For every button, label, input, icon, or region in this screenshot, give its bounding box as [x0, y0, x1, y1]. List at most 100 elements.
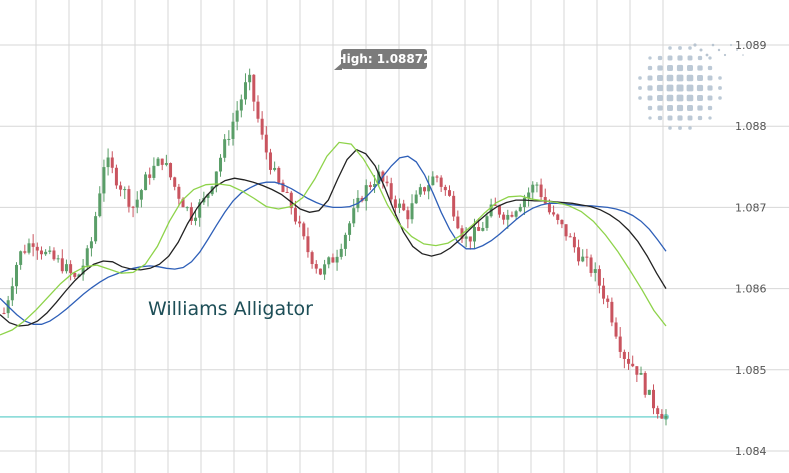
- chart-title: Williams Alligator: [148, 298, 313, 320]
- logo-dot: [638, 96, 642, 100]
- candle-body: [243, 82, 247, 100]
- candle-body: [135, 199, 139, 208]
- y-tick-label: 1.087: [735, 201, 767, 214]
- candle-body: [69, 264, 73, 273]
- candle-body: [556, 214, 560, 220]
- candle-body: [639, 372, 643, 375]
- logo-dot: [648, 56, 652, 60]
- candle-body: [235, 110, 239, 122]
- candle-body: [402, 203, 406, 211]
- candle-body: [156, 158, 160, 166]
- candle-body: [81, 265, 85, 275]
- candle-body: [343, 234, 347, 249]
- logo-dot: [676, 104, 684, 112]
- candle-body: [389, 183, 393, 200]
- candle-body: [385, 181, 389, 184]
- logo-dot: [666, 74, 674, 82]
- logo-dot: [667, 55, 673, 61]
- candle-body: [560, 219, 564, 225]
- candle-body: [285, 191, 289, 193]
- logo-dot: [657, 75, 663, 81]
- candle-body: [585, 256, 589, 258]
- candle-body: [539, 184, 543, 198]
- logo-spark: [748, 44, 750, 46]
- candle-body: [477, 227, 481, 231]
- candle-body: [56, 258, 60, 260]
- candle-body: [256, 101, 260, 119]
- alligator-lines: [0, 141, 667, 336]
- candle-body: [114, 167, 118, 186]
- candle-body: [252, 74, 256, 102]
- candle-body: [589, 257, 593, 273]
- y-tick-label: 1.084: [735, 445, 767, 458]
- logo-dot: [686, 84, 694, 92]
- candlesticks: [2, 68, 668, 426]
- candle-body: [564, 224, 568, 237]
- candle-body: [52, 250, 56, 260]
- candle-body: [306, 236, 310, 253]
- logo-spark: [736, 49, 738, 51]
- candle-body: [268, 152, 272, 170]
- candle-body: [618, 336, 622, 352]
- high-price-tag-bg: [341, 49, 427, 69]
- candle-body: [510, 214, 514, 217]
- candle-body: [293, 208, 297, 222]
- candle-body: [239, 99, 243, 111]
- candle-body: [631, 363, 635, 367]
- candle-body: [219, 157, 223, 172]
- candle-body: [627, 358, 631, 364]
- candle-body: [502, 214, 506, 220]
- candle-body: [264, 134, 268, 153]
- candle-body: [506, 214, 510, 220]
- logo-dot: [718, 86, 722, 90]
- candle-body: [643, 372, 647, 395]
- candle-body: [472, 227, 476, 242]
- candle-body: [119, 185, 123, 190]
- candle-body: [194, 217, 198, 221]
- candle-body: [581, 256, 585, 262]
- candle-body: [248, 74, 252, 83]
- candle-body: [98, 193, 102, 217]
- logo-dot: [657, 105, 663, 111]
- candle-body: [614, 322, 618, 337]
- logo-dot: [688, 126, 692, 130]
- candle-body: [443, 186, 447, 191]
- candle-body: [260, 118, 264, 135]
- candle-body: [577, 247, 581, 262]
- candle-body: [435, 176, 439, 178]
- logo-dot: [666, 94, 674, 102]
- y-tick-label: 1.085: [735, 364, 767, 377]
- logo-dot: [697, 105, 703, 111]
- logo-dot: [647, 95, 653, 101]
- candle-body: [514, 211, 518, 217]
- y-tick-label: 1.086: [735, 283, 767, 296]
- candle-body: [522, 197, 526, 207]
- candle-body: [535, 184, 539, 186]
- candle-body: [635, 366, 639, 375]
- candle-body: [223, 139, 227, 158]
- logo-dot: [707, 75, 713, 81]
- candle-body: [468, 236, 472, 242]
- logo-dot: [708, 56, 712, 60]
- candle-body: [393, 199, 397, 208]
- current-price-line: [0, 413, 669, 420]
- candle-body: [89, 241, 93, 249]
- candle-body: [552, 212, 556, 215]
- candle-body: [164, 163, 168, 165]
- logo-dot: [647, 85, 653, 91]
- candle-body: [131, 206, 135, 208]
- candle-body: [214, 171, 218, 187]
- logo-spark: [705, 53, 709, 57]
- candle-body: [127, 189, 131, 207]
- candle-body: [660, 414, 664, 419]
- candle-body: [310, 252, 314, 265]
- candle-body: [198, 202, 202, 218]
- logo-dot: [647, 105, 653, 111]
- candle-body: [481, 227, 485, 231]
- candle-body: [327, 257, 331, 265]
- candle-body: [314, 264, 318, 269]
- y-axis-ticks: 1.084 1.085 1.086 1.087 1.088 1.089: [735, 39, 767, 458]
- candle-body: [373, 183, 377, 187]
